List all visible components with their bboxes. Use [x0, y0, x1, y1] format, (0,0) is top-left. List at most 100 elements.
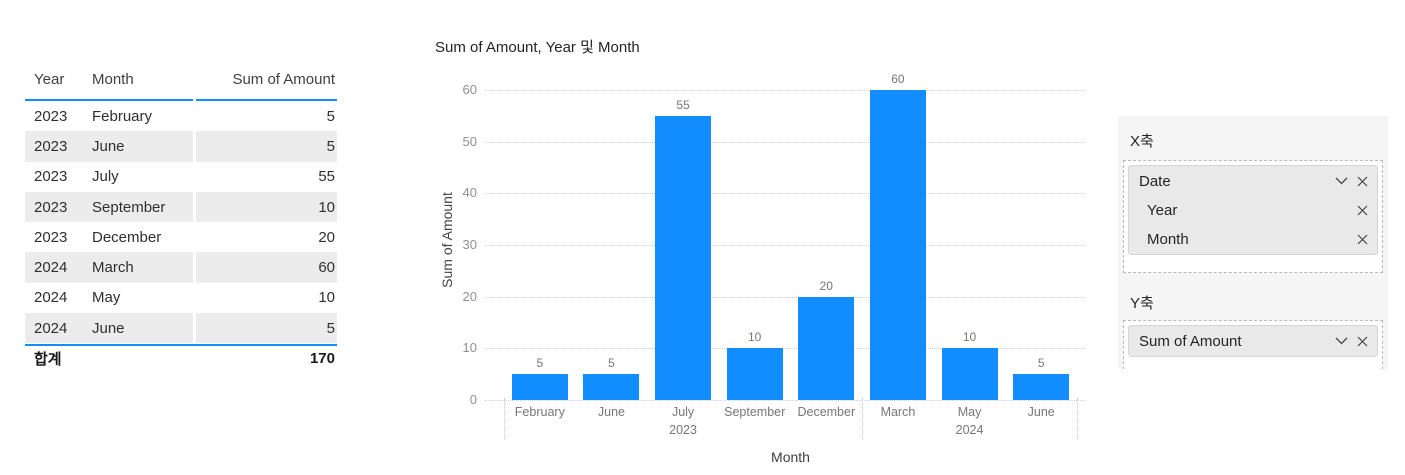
- row-right-cells: 10: [196, 191, 337, 223]
- table-row[interactable]: 2023 September 10: [25, 191, 337, 223]
- y-tick-label: 0: [469, 392, 477, 407]
- bar-value-label: 10: [748, 330, 762, 345]
- bar-value-label: 20: [819, 278, 833, 293]
- table-row[interactable]: 2023 December 20: [25, 222, 337, 252]
- cell-year: 2024: [34, 319, 68, 337]
- bar[interactable]: [583, 374, 640, 400]
- field-chip-label: Month: [1147, 231, 1189, 248]
- table-header-year[interactable]: Year: [34, 71, 65, 88]
- y-tick-label: 40: [462, 185, 477, 201]
- cell-year: 2024: [34, 259, 68, 277]
- bar-value-label: 55: [676, 97, 690, 112]
- field-chip-year[interactable]: Year: [1129, 196, 1377, 225]
- row-left-cells: 2023 July: [25, 162, 193, 192]
- cell-month: July: [92, 168, 119, 186]
- year-group-label: 2024: [955, 423, 984, 437]
- category-separator: [504, 398, 505, 440]
- field-chip-sum-of-amount[interactable]: Sum of Amount: [1129, 326, 1377, 356]
- gridline: [485, 348, 1085, 350]
- cell-year: 2023: [34, 198, 68, 216]
- cell-amount: 55: [318, 168, 335, 186]
- remove-field-icon[interactable]: [1357, 176, 1368, 187]
- y-tick-label: 30: [462, 237, 477, 252]
- row-right-cells: 20: [196, 222, 337, 252]
- table-row[interactable]: 2023 July 55: [25, 162, 337, 192]
- table-row[interactable]: 2024 May 10: [25, 283, 337, 313]
- row-right-cells: 5: [196, 101, 337, 131]
- bar[interactable]: [941, 348, 998, 400]
- cell-month: February: [92, 107, 153, 125]
- bar-value-label: 5: [1037, 356, 1045, 371]
- y-axis-field-well[interactable]: Sum of Amount: [1123, 320, 1383, 369]
- row-left-cells: 2024 May: [25, 283, 193, 313]
- row-left-cells: 2023 June: [25, 131, 193, 162]
- cell-year: 2023: [34, 107, 68, 125]
- gridline: [485, 141, 1085, 143]
- summary-table-visual: Year Month Sum of Amount 2023 February 5 20…: [25, 60, 337, 370]
- row-left-cells: 2023 February: [25, 101, 193, 131]
- field-chip-month[interactable]: Month: [1129, 225, 1377, 254]
- cell-amount: 10: [318, 198, 335, 216]
- cell-month: December: [92, 228, 162, 246]
- y-tick-label: 50: [462, 133, 477, 149]
- field-chip-date[interactable]: Date: [1129, 166, 1377, 196]
- bar-value-label: 5: [536, 356, 544, 371]
- cell-amount: 10: [318, 289, 335, 307]
- x-tick-label: July: [671, 405, 695, 419]
- x-axis-field-well[interactable]: Date Year Month: [1123, 160, 1383, 273]
- cell-month: May: [92, 289, 121, 307]
- row-right-cells: 5: [196, 313, 337, 344]
- table-row[interactable]: 2023 February 5: [25, 101, 337, 131]
- x-tick-label: September: [724, 405, 786, 419]
- chevron-down-icon[interactable]: [1335, 337, 1348, 345]
- bar-value-label: 5: [608, 356, 615, 371]
- bar[interactable]: [798, 296, 855, 400]
- x-axis-well-label: X축: [1130, 133, 1154, 150]
- year-group-label: 2023: [669, 423, 697, 437]
- table-header-month[interactable]: Month: [92, 71, 134, 88]
- cell-month: September: [92, 198, 166, 216]
- row-right-cells: 10: [196, 283, 337, 313]
- table-row[interactable]: 2024 June 5: [25, 313, 337, 344]
- date-hierarchy-chip[interactable]: Date Year Month: [1128, 165, 1378, 255]
- y-tick-label: 10: [462, 340, 477, 356]
- table-rows: 2023 February 5 2023 June 5 2023 July 55 2023 Sept…: [25, 101, 337, 344]
- x-tick-label: June: [597, 405, 625, 419]
- remove-field-icon[interactable]: [1357, 205, 1368, 216]
- x-tick-label: June: [1027, 405, 1055, 419]
- cell-month: June: [92, 319, 125, 337]
- bar[interactable]: [511, 374, 568, 400]
- remove-field-icon[interactable]: [1357, 336, 1368, 347]
- row-left-cells: 2024 June: [25, 313, 193, 344]
- table-row[interactable]: 2024 March 60: [25, 252, 337, 283]
- cell-month: March: [92, 259, 134, 277]
- cell-month: June: [92, 137, 125, 155]
- table-total-separator: [25, 344, 337, 347]
- field-chip-label: Year: [1147, 202, 1178, 219]
- y-tick-label: 20: [462, 288, 477, 304]
- row-right-cells: 60: [196, 252, 337, 283]
- table-row[interactable]: 2023 June 5: [25, 131, 337, 162]
- chevron-down-icon[interactable]: [1335, 177, 1348, 185]
- chart-title: Sum of Amount, Year 및 Month: [435, 39, 640, 56]
- bar[interactable]: [655, 115, 712, 400]
- bar[interactable]: [869, 90, 926, 400]
- category-separator: [862, 398, 864, 440]
- gridline: [485, 296, 1085, 298]
- sum-of-amount-chip[interactable]: Sum of Amount: [1128, 325, 1378, 357]
- cell-amount: 60: [318, 259, 335, 277]
- bar-value-label: 60: [891, 72, 905, 86]
- x-tick-label: May: [957, 405, 982, 419]
- bar[interactable]: [726, 348, 783, 400]
- remove-field-icon[interactable]: [1357, 234, 1368, 245]
- total-value: 170: [309, 349, 335, 367]
- bar-value-label: 10: [962, 330, 977, 345]
- category-separator: [1077, 398, 1078, 440]
- field-chip-label: Date: [1139, 172, 1171, 190]
- x-tick-label: March: [880, 405, 916, 419]
- field-chip-label: Sum of Amount: [1139, 332, 1242, 350]
- bar[interactable]: [1013, 374, 1070, 400]
- cell-year: 2023: [34, 137, 68, 155]
- table-header-amount[interactable]: Sum of Amount: [232, 71, 335, 88]
- y-axis-well-label: Y축: [1130, 295, 1154, 312]
